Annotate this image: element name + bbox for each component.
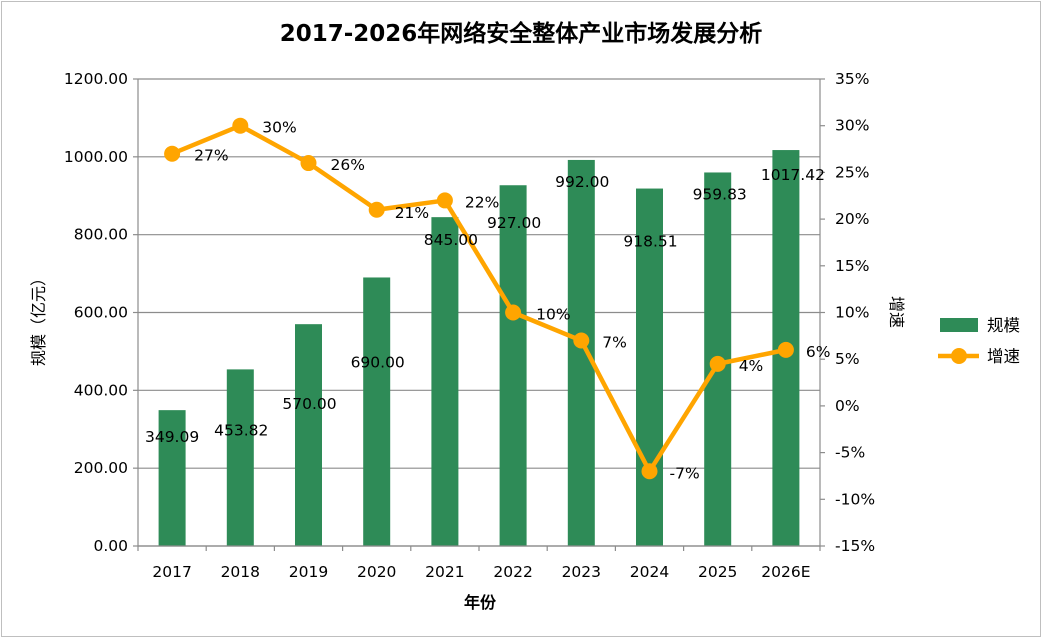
left-tick-label: 400.00 bbox=[74, 381, 128, 399]
line-data-label: 30% bbox=[262, 119, 296, 137]
line-data-label: 26% bbox=[331, 156, 365, 174]
x-tick-label: 2020 bbox=[357, 563, 396, 581]
axes: 0.00 200.00 400.00 600.00 800.00 1000.00 1200.… bbox=[64, 70, 875, 581]
x-tick-label: 2024 bbox=[630, 563, 669, 581]
x-tick-label: 2017 bbox=[152, 563, 191, 581]
bar-data-label: 959.83 bbox=[693, 185, 747, 203]
legend-line-label: 增速 bbox=[987, 347, 1020, 366]
line-point bbox=[368, 201, 385, 218]
line-data-label: 10% bbox=[536, 306, 570, 324]
left-axis-title: 规模（亿元） bbox=[29, 270, 48, 366]
bar bbox=[431, 217, 459, 546]
right-axis-title: 增速 bbox=[887, 296, 906, 328]
bar bbox=[158, 410, 186, 546]
bar bbox=[295, 324, 322, 546]
line-point bbox=[164, 145, 181, 162]
line-data-label: 22% bbox=[465, 193, 499, 211]
right-tick-label: 0% bbox=[835, 397, 860, 415]
line-point bbox=[641, 463, 658, 480]
line-point bbox=[709, 355, 726, 372]
right-tick-label: 15% bbox=[835, 257, 869, 275]
bar bbox=[636, 188, 663, 547]
line-point bbox=[300, 155, 317, 172]
legend-line-marker bbox=[951, 348, 967, 364]
line-point bbox=[777, 341, 794, 358]
x-tick-label: 2026E bbox=[761, 563, 810, 581]
right-tick-label: 25% bbox=[835, 163, 869, 181]
line-data-label: 21% bbox=[395, 204, 429, 222]
line-point bbox=[232, 117, 249, 134]
bar-data-label: 570.00 bbox=[282, 395, 336, 413]
left-tick-label: 0.00 bbox=[93, 537, 128, 555]
legend-bar-swatch bbox=[940, 318, 978, 332]
legend-bar-label: 规模 bbox=[987, 316, 1020, 335]
growth-line bbox=[169, 123, 789, 474]
x-tick-label: 2018 bbox=[221, 563, 260, 581]
bar-data-label: 690.00 bbox=[351, 353, 405, 371]
line-data-label: 6% bbox=[806, 343, 831, 361]
right-tick-label: -5% bbox=[835, 444, 865, 462]
right-tick-label: 10% bbox=[835, 304, 869, 322]
bar bbox=[226, 369, 254, 546]
x-tick-label: 2021 bbox=[425, 563, 464, 581]
line-point bbox=[436, 192, 453, 209]
right-tick-label: 5% bbox=[835, 350, 860, 368]
bar-data-label: 992.00 bbox=[555, 173, 609, 191]
bar bbox=[567, 159, 595, 547]
right-tick-label: -10% bbox=[835, 490, 875, 508]
bar bbox=[499, 185, 527, 546]
line-data-label: 7% bbox=[602, 334, 627, 352]
x-tick-label: 2022 bbox=[493, 563, 532, 581]
right-tick-label: 30% bbox=[835, 117, 869, 135]
line-data-label: -7% bbox=[670, 464, 700, 482]
left-tick-label: 1000.00 bbox=[64, 148, 128, 166]
left-tick-label: 600.00 bbox=[74, 304, 128, 322]
bar-data-label: 453.82 bbox=[214, 421, 268, 439]
line-series bbox=[164, 117, 794, 480]
left-tick-label: 200.00 bbox=[74, 459, 128, 477]
x-tick-label: 2025 bbox=[698, 563, 737, 581]
bar-data-label: 918.51 bbox=[623, 233, 677, 251]
bar bbox=[363, 277, 391, 546]
x-tick-label: 2019 bbox=[289, 563, 328, 581]
chart-title: 2017-2026年网络安全整体产业市场发展分析 bbox=[280, 20, 763, 47]
line-point bbox=[505, 304, 522, 321]
line-data-label: 4% bbox=[739, 357, 764, 375]
x-tick-label: 2023 bbox=[562, 563, 601, 581]
line-data-label: 27% bbox=[194, 147, 228, 165]
legend: 规模 增速 bbox=[938, 316, 1020, 366]
bar-data-label: 1017.42 bbox=[761, 166, 825, 184]
right-tick-label: 20% bbox=[835, 210, 869, 228]
right-tick-label: 35% bbox=[835, 70, 869, 88]
left-tick-label: 800.00 bbox=[74, 226, 128, 244]
line-point bbox=[573, 332, 590, 349]
bar-data-label: 927.00 bbox=[487, 214, 541, 232]
bar-data-label: 845.00 bbox=[424, 231, 478, 249]
bar-data-label: 349.09 bbox=[145, 428, 199, 446]
bar-series bbox=[158, 150, 800, 547]
left-tick-label: 1200.00 bbox=[64, 70, 128, 88]
data-labels: 349.09 453.82 570.00 690.00 845.00 927.00 992.… bbox=[145, 119, 831, 483]
x-axis-title: 年份 bbox=[464, 593, 497, 612]
right-tick-label: -15% bbox=[835, 537, 875, 555]
